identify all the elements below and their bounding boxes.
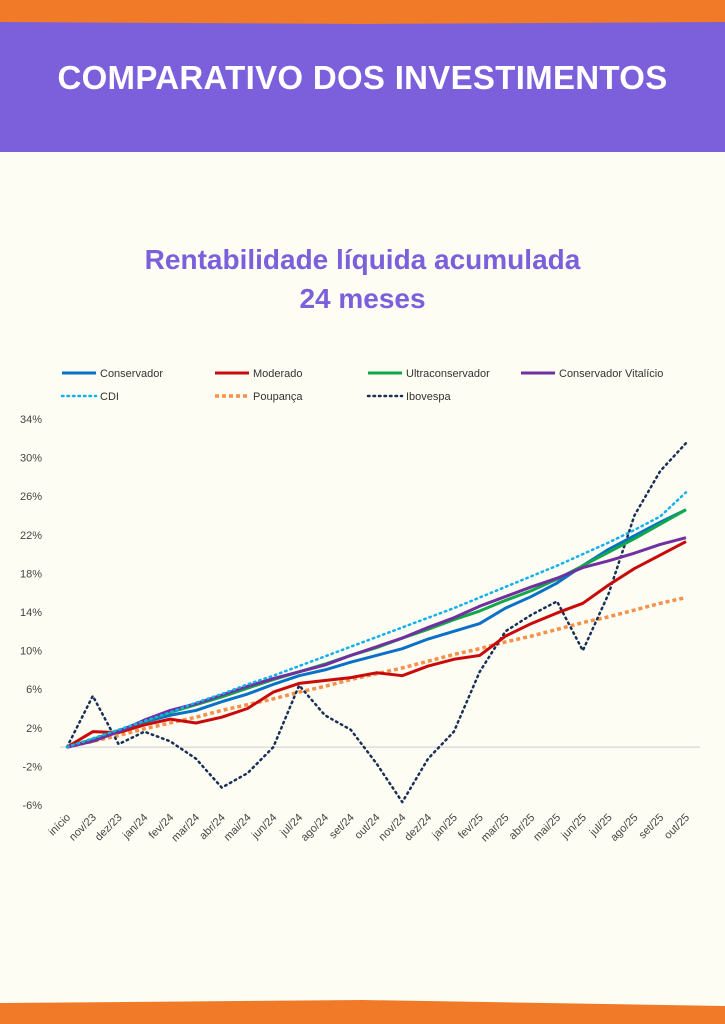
y-tick-label: -2% (22, 761, 42, 773)
x-tick-label: mar/24 (169, 812, 202, 845)
legend-label: Ibovespa (406, 391, 452, 403)
y-tick-label: 2% (26, 723, 42, 735)
x-tick-label: nov/24 (377, 812, 409, 844)
x-tick-label: nov/23 (67, 812, 99, 844)
x-tick-label: ago/24 (299, 812, 331, 844)
legend-label: Poupança (253, 391, 303, 403)
x-tick-label: mar/25 (479, 812, 512, 845)
x-tick-label: dez/24 (402, 812, 434, 844)
x-tick-label: ago/25 (608, 812, 640, 844)
y-tick-label: 10% (20, 646, 42, 658)
header-banner: COMPARATIVO DOS INVESTIMENTOS (0, 22, 725, 152)
x-tick-label: mai/24 (222, 812, 254, 844)
chart-title: Rentabilidade líquida acumulada (144, 244, 581, 275)
y-tick-label: 18% (20, 568, 42, 580)
legend-label: CDI (100, 391, 119, 403)
x-tick-label: jan/24 (120, 812, 150, 842)
x-tick-label: jun/25 (559, 812, 589, 842)
x-tick-label: set/25 (637, 812, 667, 842)
y-tick-label: 6% (26, 684, 42, 696)
x-tick-label: dez/23 (93, 812, 125, 844)
page-title: COMPARATIVO DOS INVESTIMENTOS (57, 59, 668, 96)
y-tick-label: 26% (20, 491, 42, 503)
y-tick-label: -6% (22, 800, 42, 812)
y-tick-label: 34% (20, 414, 42, 426)
series-line-cdi (65, 491, 688, 749)
x-tick-label: jan/25 (430, 812, 460, 842)
chart-subtitle: 24 meses (299, 283, 426, 314)
y-tick-label: 14% (20, 607, 42, 619)
y-tick-label: 22% (20, 530, 42, 542)
series-line-moderado (66, 540, 687, 749)
x-tick-label: out/25 (662, 812, 692, 842)
legend-label: Moderado (253, 368, 303, 380)
y-tick-label: 30% (20, 453, 42, 465)
series-line-conservador-vital-cio (66, 536, 687, 749)
top-accent-stripe (0, 0, 725, 26)
legend-label: Ultraconservador (406, 368, 490, 380)
x-tick-label: jun/24 (249, 812, 279, 842)
x-tick-label: set/24 (327, 812, 357, 842)
x-tick-label: mai/25 (531, 812, 563, 844)
series-line-ibovespa (65, 441, 688, 804)
legend-label: Conservador (100, 368, 163, 380)
legend-label: Conservador Vitalício (559, 368, 663, 380)
